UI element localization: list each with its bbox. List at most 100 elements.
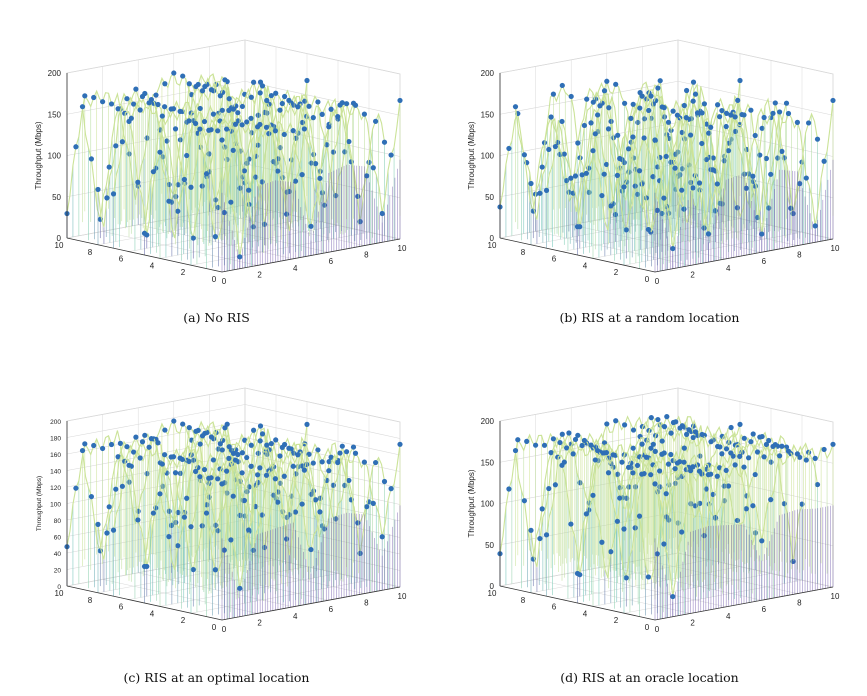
data-point — [690, 98, 696, 104]
data-point — [748, 439, 754, 445]
data-point — [601, 171, 607, 177]
data-point — [830, 97, 836, 104]
data-point — [224, 468, 230, 474]
data-point — [648, 472, 654, 478]
data-point — [608, 549, 614, 555]
data-point — [299, 172, 305, 178]
data-point — [539, 506, 545, 512]
data-point — [752, 530, 759, 536]
data-point — [133, 86, 139, 92]
x-tick-label: 2 — [257, 618, 262, 627]
x-tick-label: 6 — [762, 257, 767, 266]
data-point — [146, 100, 152, 106]
x-tick-label: 4 — [293, 264, 298, 273]
data-point — [241, 168, 247, 174]
panel-c: 0 2 4 6 8 10 0 2 4 6 8 10 0 20 40 60 80 100 120 140 160 180 20… — [0, 348, 433, 696]
data-point — [696, 180, 703, 186]
y-tick-label: 6 — [119, 603, 124, 612]
data-point — [215, 528, 221, 534]
data-point — [188, 184, 194, 190]
data-point — [117, 440, 123, 446]
z-tick-label: 100 — [481, 152, 495, 161]
data-point — [794, 451, 800, 457]
data-point — [299, 119, 305, 126]
data-point — [612, 211, 618, 218]
data-point — [313, 497, 319, 503]
data-point — [723, 123, 729, 130]
data-point — [750, 173, 756, 179]
data-point — [634, 462, 641, 469]
data-point — [622, 422, 628, 428]
data-point — [574, 570, 581, 577]
x-axis — [221, 238, 401, 273]
data-point — [814, 136, 821, 142]
data-point — [768, 171, 774, 177]
data-point — [672, 466, 678, 472]
data-point — [171, 70, 177, 76]
data-point — [237, 254, 243, 260]
data-point — [248, 463, 254, 469]
data-point — [284, 211, 290, 217]
data-point — [164, 138, 170, 144]
y-tick-label: 2 — [614, 616, 619, 625]
data-point — [186, 118, 192, 124]
y-axis — [66, 237, 223, 273]
data-point — [104, 195, 110, 201]
data-point — [655, 164, 661, 170]
data-point — [652, 448, 658, 455]
data-point — [725, 483, 732, 489]
x-tick-label: 10 — [831, 244, 840, 253]
data-point — [623, 227, 629, 233]
data-point — [239, 450, 245, 456]
data-point — [171, 418, 177, 424]
caption-d: (d) RIS at an oracle location — [560, 670, 739, 685]
data-point — [239, 470, 245, 476]
data-point — [572, 436, 579, 443]
data-point — [246, 527, 252, 533]
x-tick-label: 6 — [762, 605, 767, 614]
data-point — [661, 541, 667, 547]
data-point — [750, 431, 756, 437]
data-point — [230, 450, 237, 457]
data-point — [705, 472, 711, 478]
data-point — [614, 518, 620, 524]
data-point — [737, 453, 743, 459]
data-point — [259, 431, 266, 437]
data-point — [251, 427, 257, 433]
data-point — [126, 118, 132, 125]
data-point — [184, 495, 190, 501]
y-tick-label: 10 — [488, 241, 497, 250]
data-point — [388, 152, 394, 158]
data-point — [166, 534, 172, 540]
data-point — [180, 73, 186, 79]
data-point — [550, 91, 556, 97]
data-point — [668, 430, 674, 436]
data-point — [628, 115, 634, 121]
data-point — [335, 113, 341, 120]
data-point — [355, 193, 361, 200]
data-point — [230, 493, 236, 499]
data-point — [175, 208, 181, 214]
data-point — [235, 451, 241, 458]
data-point — [139, 93, 146, 100]
data-point — [373, 118, 379, 124]
data-point — [588, 442, 594, 448]
data-point — [197, 105, 203, 112]
data-point — [759, 231, 765, 237]
data-point — [82, 441, 88, 447]
data-point — [636, 513, 643, 519]
data-point — [719, 451, 725, 457]
data-point — [777, 109, 783, 115]
data-point — [219, 137, 225, 143]
data-point — [213, 522, 219, 528]
data-point — [326, 124, 332, 130]
data-point — [785, 110, 792, 117]
y-axis — [499, 237, 656, 273]
data-point — [295, 452, 301, 458]
data-point — [370, 165, 376, 171]
data-point — [650, 174, 656, 180]
z-tick-label: 200 — [481, 69, 495, 78]
data-point — [190, 235, 196, 241]
data-point — [257, 90, 263, 96]
data-point — [73, 485, 79, 491]
